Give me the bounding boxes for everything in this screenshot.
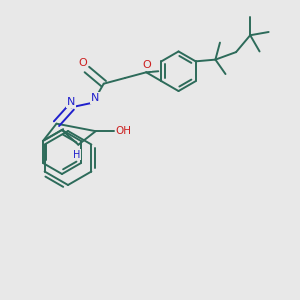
Text: H: H [73,150,80,160]
Text: OH: OH [116,126,132,136]
Text: N: N [67,97,75,107]
Text: O: O [79,58,87,68]
Text: O: O [143,60,152,70]
Text: N: N [91,93,99,103]
